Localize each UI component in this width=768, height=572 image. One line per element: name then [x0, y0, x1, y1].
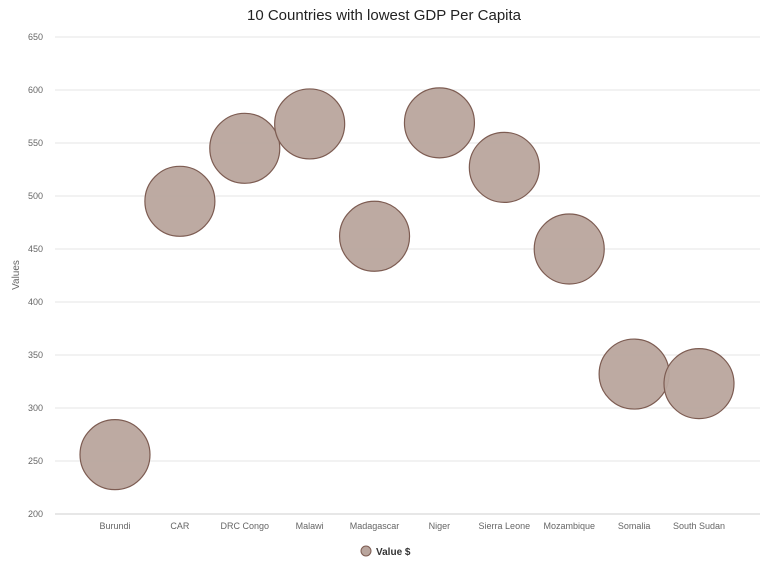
- bubble-point[interactable]: [663, 348, 735, 420]
- y-axis-ticks: 200 250 300 350 400 450 500 550 600 650: [28, 32, 43, 519]
- x-tick-label: Mozambique: [543, 521, 595, 531]
- bubble-point[interactable]: [598, 338, 670, 410]
- legend-label[interactable]: Value $: [376, 547, 411, 558]
- x-tick-label: Niger: [429, 521, 451, 531]
- x-tick-label: Somalia: [618, 521, 651, 531]
- x-tick-label: South Sudan: [673, 521, 725, 531]
- bubble-point[interactable]: [468, 131, 540, 203]
- bubble-point[interactable]: [274, 88, 346, 160]
- legend[interactable]: Value $: [360, 545, 411, 558]
- y-tick-label: 650: [28, 32, 43, 42]
- x-tick-label: Malawi: [296, 521, 324, 531]
- y-tick-label: 600: [28, 85, 43, 95]
- y-tick-label: 450: [28, 244, 43, 254]
- x-tick-label: CAR: [170, 521, 190, 531]
- bubble-point[interactable]: [403, 87, 476, 159]
- bubble-point[interactable]: [144, 165, 216, 237]
- y-tick-label: 200: [28, 509, 43, 519]
- chart-title: 10 Countries with lowest GDP Per Capita: [247, 7, 522, 24]
- bubble-point[interactable]: [79, 419, 151, 491]
- bubble-point[interactable]: [338, 200, 411, 272]
- bubble-point[interactable]: [533, 213, 605, 285]
- y-tick-label: 500: [28, 191, 43, 201]
- x-tick-label: Sierra Leone: [479, 521, 531, 531]
- y-tick-label: 250: [28, 456, 43, 466]
- y-tick-label: 350: [28, 350, 43, 360]
- y-axis-title: Values: [11, 260, 22, 290]
- y-tick-label: 300: [28, 403, 43, 413]
- legend-marker[interactable]: [360, 545, 372, 557]
- x-tick-label: Madagascar: [350, 521, 400, 531]
- bubble-series: [79, 87, 735, 491]
- x-tick-label: DRC Congo: [221, 521, 270, 531]
- y-tick-label: 550: [28, 138, 43, 148]
- x-tick-label: Burundi: [99, 521, 130, 531]
- y-tick-label: 400: [28, 297, 43, 307]
- bubble-point[interactable]: [209, 112, 281, 184]
- x-axis-ticks: Burundi CAR DRC Congo Malawi Madagascar Niger…: [99, 521, 725, 531]
